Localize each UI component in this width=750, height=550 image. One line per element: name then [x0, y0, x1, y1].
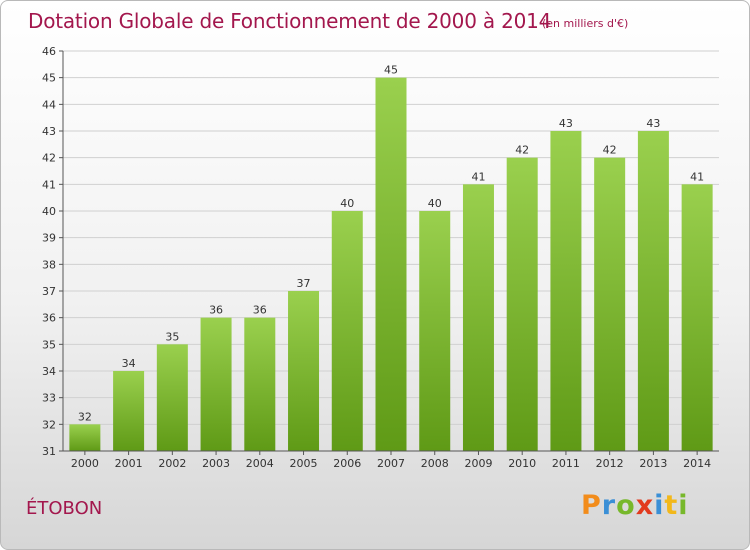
y-tick-label: 38 [42, 258, 56, 271]
bar-value-label: 41 [471, 170, 485, 183]
logo-letter: t [664, 490, 679, 521]
value-labels: 32 34 35 36 36 37 40 45 40 41 42 43 42 43 41 [78, 64, 704, 424]
bar [637, 131, 669, 451]
bar [681, 184, 713, 452]
x-tick-label: 2011 [552, 457, 580, 470]
logo-letter: P [581, 490, 602, 521]
y-tick-label: 43 [42, 125, 56, 138]
bar [375, 77, 407, 452]
bar [244, 317, 276, 451]
x-tick-label: 2001 [115, 457, 143, 470]
bar [113, 371, 145, 451]
bar-value-label: 43 [559, 117, 573, 130]
location-name: ÉTOBON [26, 498, 103, 519]
x-tick-label: 2012 [596, 457, 624, 470]
y-tick-label: 31 [42, 445, 56, 458]
logo-letter: i [678, 490, 689, 521]
y-tick-label: 36 [42, 312, 56, 325]
bar-value-label: 36 [209, 304, 223, 317]
bar-value-label: 37 [297, 277, 311, 290]
bar-value-label: 45 [384, 64, 398, 77]
bar-value-label: 34 [122, 357, 136, 370]
y-tick-label: 46 [42, 45, 56, 58]
bar [462, 184, 494, 452]
x-tick-label: 2006 [333, 457, 361, 470]
y-tick-label: 33 [42, 392, 56, 405]
x-tick-label: 2014 [683, 457, 711, 470]
bar-value-label: 42 [603, 144, 617, 157]
bar-value-label: 41 [690, 170, 704, 183]
bar [594, 157, 626, 451]
proxiti-logo[interactable]: Proxiti [581, 490, 689, 521]
y-tick-label: 35 [42, 338, 56, 351]
bar-value-label: 40 [340, 197, 354, 210]
bar-value-label: 32 [78, 410, 92, 423]
x-tick-label: 2005 [290, 457, 318, 470]
bar [288, 291, 320, 451]
chart-subtitle: (en milliers d'€) [542, 17, 629, 30]
x-tick-label: 2002 [158, 457, 186, 470]
bar-value-label: 36 [253, 304, 267, 317]
y-tick-label: 32 [42, 418, 56, 431]
bar [200, 317, 232, 451]
bar-value-label: 35 [165, 330, 179, 343]
logo-letter: x [635, 490, 655, 521]
bar-value-label: 40 [428, 197, 442, 210]
bar [69, 424, 101, 451]
logo-letter: o [616, 490, 636, 521]
x-tick-label: 2009 [464, 457, 492, 470]
bar-value-label: 42 [515, 144, 529, 157]
y-tick-label: 40 [42, 205, 56, 218]
y-tick-label: 39 [42, 232, 56, 245]
axes: 31 32 33 34 35 36 37 38 39 40 41 42 43 44 45 46 2000 2001… [42, 45, 719, 470]
y-tick-label: 45 [42, 72, 56, 85]
x-tick-label: 2013 [639, 457, 667, 470]
chart-title: Dotation Globale de Fonctionnement de 20… [28, 9, 552, 33]
bar [331, 211, 363, 451]
y-tick-label: 34 [42, 365, 56, 378]
x-tick-label: 2010 [508, 457, 536, 470]
bar-value-label: 43 [646, 117, 660, 130]
y-tick-label: 42 [42, 152, 56, 165]
x-tick-label: 2007 [377, 457, 405, 470]
bar [156, 344, 188, 451]
bar [506, 157, 538, 451]
y-tick-label: 37 [42, 285, 56, 298]
y-tick-label: 44 [42, 98, 56, 111]
logo-letter: r [601, 490, 617, 521]
logo-letter: i [654, 490, 665, 521]
bar [550, 131, 582, 451]
x-tick-label: 2000 [71, 457, 99, 470]
y-tick-label: 41 [42, 178, 56, 191]
bars [69, 77, 713, 452]
x-tick-label: 2003 [202, 457, 230, 470]
x-tick-label: 2004 [246, 457, 274, 470]
bar [419, 211, 451, 451]
x-tick-label: 2008 [421, 457, 449, 470]
